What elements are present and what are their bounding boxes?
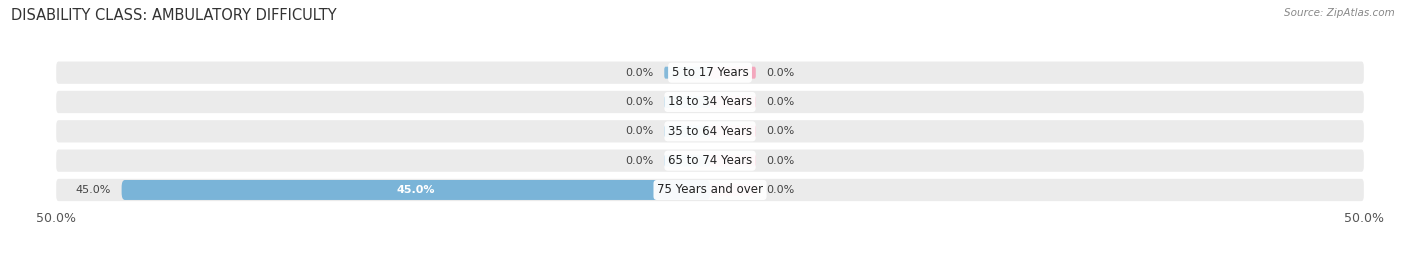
Text: 0.0%: 0.0% [766, 126, 794, 136]
Text: 35 to 64 Years: 35 to 64 Years [668, 125, 752, 138]
Text: 45.0%: 45.0% [76, 185, 111, 195]
FancyBboxPatch shape [56, 120, 1364, 143]
Text: 45.0%: 45.0% [396, 185, 434, 195]
Text: 18 to 34 Years: 18 to 34 Years [668, 95, 752, 109]
FancyBboxPatch shape [664, 96, 710, 108]
Text: Source: ZipAtlas.com: Source: ZipAtlas.com [1284, 8, 1395, 18]
Text: 0.0%: 0.0% [626, 126, 654, 136]
FancyBboxPatch shape [664, 125, 710, 137]
FancyBboxPatch shape [710, 155, 756, 167]
Text: 0.0%: 0.0% [766, 156, 794, 166]
FancyBboxPatch shape [56, 179, 1364, 201]
FancyBboxPatch shape [710, 184, 756, 196]
FancyBboxPatch shape [710, 125, 756, 137]
FancyBboxPatch shape [122, 180, 710, 200]
FancyBboxPatch shape [710, 67, 756, 79]
Text: 0.0%: 0.0% [766, 185, 794, 195]
FancyBboxPatch shape [664, 155, 710, 167]
Text: 0.0%: 0.0% [766, 97, 794, 107]
FancyBboxPatch shape [56, 91, 1364, 113]
Text: 65 to 74 Years: 65 to 74 Years [668, 154, 752, 167]
FancyBboxPatch shape [710, 96, 756, 108]
Text: 0.0%: 0.0% [766, 68, 794, 78]
Text: 0.0%: 0.0% [626, 68, 654, 78]
FancyBboxPatch shape [664, 67, 710, 79]
FancyBboxPatch shape [56, 150, 1364, 172]
Text: 75 Years and over: 75 Years and over [657, 184, 763, 196]
Text: DISABILITY CLASS: AMBULATORY DIFFICULTY: DISABILITY CLASS: AMBULATORY DIFFICULTY [11, 8, 337, 23]
Text: 0.0%: 0.0% [626, 97, 654, 107]
FancyBboxPatch shape [56, 62, 1364, 84]
Text: 0.0%: 0.0% [626, 156, 654, 166]
Legend: Male, Female: Male, Female [644, 265, 776, 268]
Text: 5 to 17 Years: 5 to 17 Years [672, 66, 748, 79]
